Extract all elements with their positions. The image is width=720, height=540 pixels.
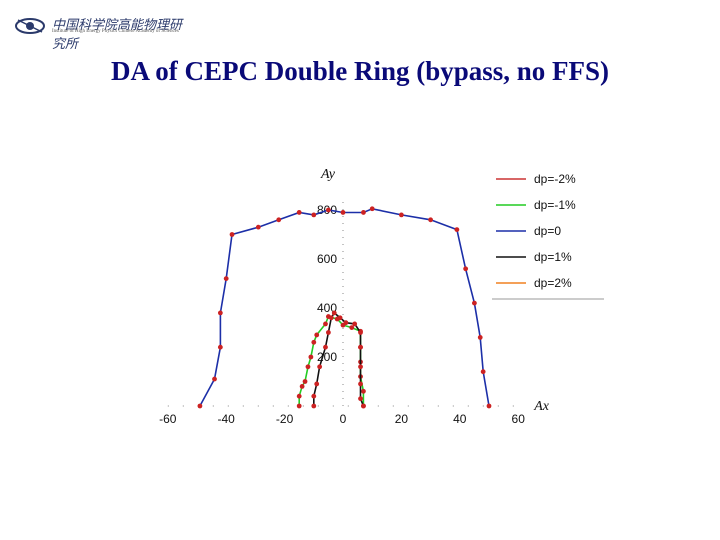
chart-legend: dp=-2% dp=-1% dp=0 dp=1% dp=2%	[492, 172, 604, 300]
legend-label: dp=-1%	[534, 198, 576, 212]
data-point	[486, 403, 492, 409]
data-point	[361, 388, 366, 394]
y-tick-label: 600	[317, 252, 337, 266]
x-tick-label: 20	[395, 412, 409, 426]
logo-text: 中国科学院高能物理研究所	[52, 17, 183, 51]
data-point	[223, 276, 229, 281]
y-tick-label: 200	[317, 350, 337, 364]
data-point	[323, 321, 328, 327]
data-point	[328, 315, 334, 321]
data-point	[302, 379, 308, 384]
data-point	[317, 364, 323, 370]
series-line	[199, 207, 490, 407]
logo-emblem-icon	[15, 18, 45, 34]
data-point	[361, 210, 366, 215]
data-point	[311, 339, 317, 345]
data-point	[296, 403, 302, 409]
data-point	[454, 227, 460, 233]
data-point	[314, 381, 320, 387]
data-point	[308, 354, 314, 360]
data-point	[337, 315, 343, 321]
data-point	[358, 330, 363, 335]
data-point	[369, 206, 375, 212]
chart-axes: -60-40-200204060200400600800AyAx	[159, 167, 550, 426]
data-point	[331, 310, 337, 316]
data-point	[311, 212, 317, 218]
legend-label: dp=1%	[534, 250, 572, 264]
x-tick-label: -40	[218, 412, 236, 426]
data-point	[428, 217, 433, 223]
data-point	[212, 376, 217, 382]
chart-series-lines	[197, 206, 492, 409]
legend-label: dp=2%	[534, 276, 572, 290]
data-point	[197, 403, 203, 409]
x-tick-label: 0	[340, 412, 347, 426]
data-point	[326, 207, 331, 213]
data-point	[358, 344, 363, 350]
data-point	[217, 310, 223, 316]
logo-subtext: Institute of High Energy Physics Chinese…	[52, 29, 179, 34]
data-point	[326, 330, 331, 335]
data-point	[399, 212, 404, 218]
data-point	[349, 325, 355, 330]
data-point	[217, 344, 223, 350]
data-point	[296, 210, 302, 215]
slide-title: DA of CEPC Double Ring (bypass, no FFS)	[110, 56, 610, 86]
data-point	[276, 217, 282, 223]
data-point	[480, 369, 486, 375]
x-tick-label: 60	[512, 412, 526, 426]
legend-label: dp=-2%	[534, 172, 576, 186]
data-point	[472, 300, 477, 306]
series-line	[313, 311, 365, 407]
data-point	[361, 403, 366, 409]
data-point	[323, 344, 328, 350]
institute-logo: 中国科学院高能物理研究所 Institute of High Energy Ph…	[14, 12, 184, 51]
data-point	[299, 384, 305, 389]
data-point	[255, 224, 261, 230]
data-point	[305, 364, 311, 370]
data-point	[358, 396, 363, 402]
x-tick-label: 40	[453, 412, 467, 426]
data-point	[311, 393, 317, 399]
x-tick-label: -20	[276, 412, 294, 426]
data-point	[477, 335, 483, 340]
data-point	[463, 266, 469, 272]
data-point	[340, 210, 346, 215]
legend-label: dp=0	[534, 224, 561, 238]
data-point	[358, 364, 363, 370]
x-axis-label: Ax	[533, 399, 550, 414]
data-point	[358, 381, 363, 387]
x-tick-label: -60	[159, 412, 177, 426]
y-tick-label: 400	[317, 301, 337, 315]
data-point	[296, 393, 302, 399]
data-point	[311, 403, 317, 409]
data-point	[314, 332, 320, 338]
y-axis-label: Ay	[320, 167, 336, 182]
data-point	[343, 320, 349, 326]
data-point	[352, 321, 358, 327]
data-point	[229, 232, 235, 237]
